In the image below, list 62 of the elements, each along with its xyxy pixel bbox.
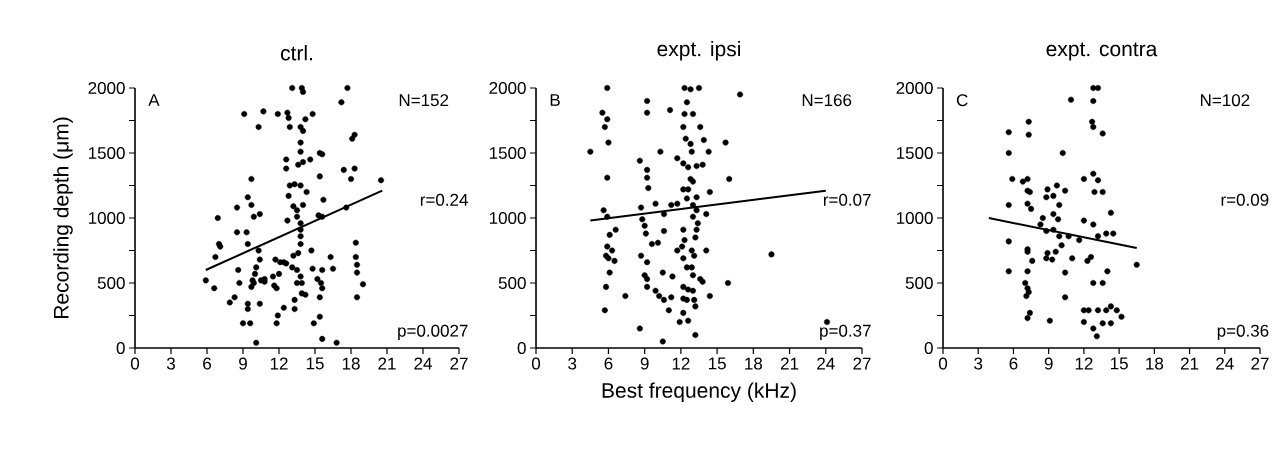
y-tick-label: 1500: [88, 146, 125, 160]
annotation: N=152: [399, 94, 449, 107]
y-tick-label: 500: [97, 276, 125, 290]
x-tick-label: 9: [239, 357, 247, 370]
x-tick-label: 12: [672, 357, 690, 370]
x-tick-label: 3: [568, 357, 577, 370]
y-tick-label: 2000: [88, 81, 125, 95]
annotation: r=0.24: [420, 193, 468, 206]
x-tick-label: 21: [780, 357, 799, 370]
y-tick-label: 500: [498, 276, 526, 290]
x-tick-label: 21: [1180, 357, 1199, 370]
y-tick-label: 1000: [896, 211, 933, 225]
annotation: r=0.07: [823, 193, 871, 206]
x-tick-label: 6: [1009, 357, 1018, 370]
x-tick-label: 15: [1110, 357, 1128, 370]
x-tick-label: 9: [1044, 357, 1053, 370]
x-tick-label: 27: [450, 357, 468, 370]
y-tick-label: 0: [517, 341, 526, 355]
y-tick-label: 1000: [88, 211, 125, 225]
x-tick-label: 6: [604, 357, 613, 370]
x-tick-label: 27: [1251, 357, 1269, 370]
annotation: r=0.09: [1221, 193, 1269, 206]
annotation: N=102: [1200, 94, 1250, 107]
annotation: C: [956, 94, 968, 107]
x-tick-label: 12: [270, 357, 288, 370]
annotation: p=0.37: [820, 324, 871, 341]
y-tick-label: 2000: [489, 81, 526, 95]
annotation: B: [550, 94, 560, 106]
x-tick-label: 24: [1216, 357, 1234, 370]
annotation: N=166: [802, 94, 852, 107]
y-tick-label: 1000: [489, 211, 526, 225]
annotation: p=0.36: [1217, 324, 1269, 341]
y-tick-label: 500: [905, 276, 933, 290]
x-tick-label: 24: [817, 357, 835, 370]
x-tick-label: 9: [640, 357, 649, 370]
x-tick-label: 0: [130, 357, 140, 370]
annotation: p=0.0027: [398, 324, 468, 341]
x-tick-label: 27: [853, 357, 871, 370]
x-tick-label: 15: [708, 357, 726, 370]
x-tick-label: 24: [414, 357, 432, 370]
x-tick-label: 12: [1075, 357, 1093, 370]
x-tick-label: 21: [378, 357, 396, 370]
x-tick-label: 0: [531, 357, 541, 370]
x-tick-label: 18: [342, 357, 360, 370]
y-axis-title: Recording depth (μm): [53, 117, 73, 319]
x-tick-label: 18: [745, 357, 763, 370]
x-tick-label: 3: [166, 357, 175, 370]
y-tick-label: 0: [116, 341, 125, 355]
chart-title: ctrl.: [280, 45, 312, 61]
y-tick-label: 1500: [896, 146, 933, 160]
chart-title: expt. ipsi: [657, 40, 740, 61]
x-tick-label: 18: [1146, 357, 1164, 370]
x-tick-label: 0: [938, 357, 948, 370]
annotation: A: [148, 94, 160, 106]
y-tick-label: 0: [924, 341, 933, 355]
x-tick-label: 15: [306, 357, 324, 370]
x-axis-title: Best frequency (kHz): [602, 382, 796, 403]
x-tick-label: 3: [974, 357, 983, 370]
y-tick-label: 2000: [896, 81, 933, 95]
x-tick-label: 6: [203, 357, 211, 370]
y-tick-label: 1500: [489, 146, 526, 160]
chart-title: expt. contra: [1046, 42, 1158, 61]
